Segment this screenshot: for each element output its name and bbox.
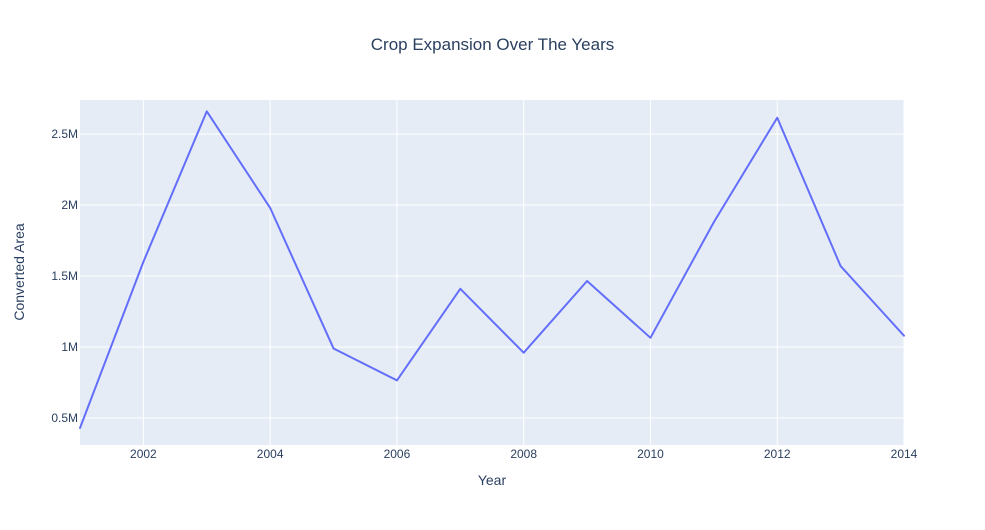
- data-point[interactable]: [267, 205, 273, 211]
- data-point[interactable]: [331, 345, 337, 351]
- data-point[interactable]: [584, 278, 590, 284]
- data-point[interactable]: [711, 219, 717, 225]
- data-point[interactable]: [901, 333, 907, 339]
- chart-title: Crop Expansion Over The Years: [371, 35, 615, 54]
- data-point[interactable]: [77, 425, 83, 431]
- data-point[interactable]: [521, 350, 527, 356]
- data-point[interactable]: [394, 377, 400, 383]
- x-tick-label: 2004: [257, 447, 284, 461]
- y-tick-label: 2.5M: [51, 127, 78, 141]
- data-point[interactable]: [204, 108, 210, 114]
- y-tick-label: 0.5M: [51, 411, 78, 425]
- y-tick-label: 1M: [61, 340, 78, 354]
- x-tick-label: 2010: [637, 447, 664, 461]
- x-tick-label: 2006: [384, 447, 411, 461]
- data-point[interactable]: [774, 115, 780, 121]
- x-gridlines: [142, 100, 905, 445]
- x-tick-label: 2002: [130, 447, 157, 461]
- y-tick-label: 2M: [61, 198, 78, 212]
- x-tick-labels: 2002 2004 2006 2008 2010 2012 2014: [130, 447, 918, 461]
- y-axis-title: Converted Area: [11, 223, 27, 320]
- x-tick-label: 2008: [510, 447, 537, 461]
- x-tick-label: 2014: [891, 447, 918, 461]
- data-point[interactable]: [647, 335, 653, 341]
- data-point[interactable]: [140, 259, 146, 265]
- data-point[interactable]: [838, 263, 844, 269]
- data-point[interactable]: [457, 286, 463, 292]
- series-line: [79, 110, 905, 429]
- y-tick-labels: 0.5M 1M 1.5M 2M 2.5M: [51, 127, 78, 425]
- plot-area: [80, 100, 904, 445]
- y-tick-label: 1.5M: [51, 269, 78, 283]
- x-axis-title: Year: [478, 472, 507, 488]
- series-layer: [77, 108, 907, 431]
- x-tick-label: 2012: [764, 447, 791, 461]
